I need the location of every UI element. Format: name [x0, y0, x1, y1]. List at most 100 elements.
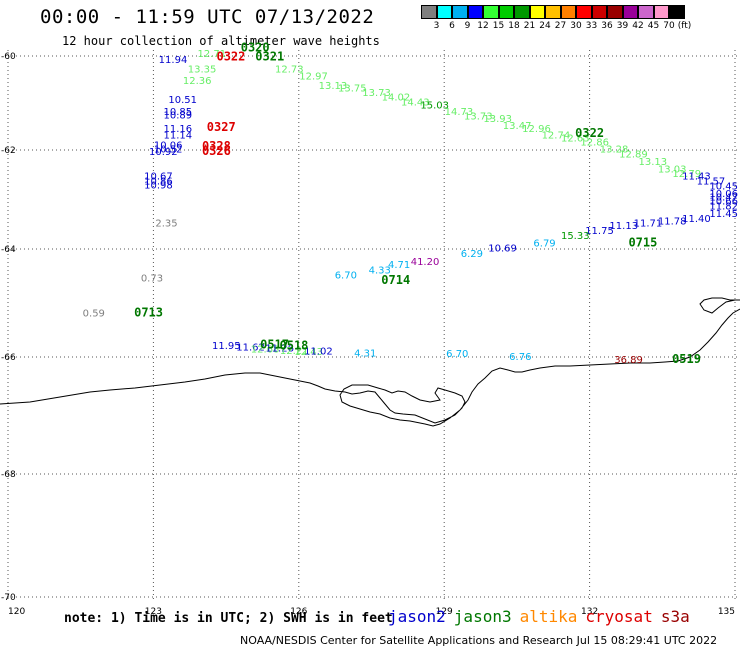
lon-tick-label: 135: [718, 607, 735, 617]
wave-height-label: 11.02: [304, 346, 333, 357]
pass-time-label: 0519: [672, 352, 701, 366]
credit-line: NOAA/NESDIS Center for Satellite Applica…: [240, 634, 718, 647]
wave-height-label: 12.89: [619, 149, 648, 160]
wave-height-label: 10.85: [164, 107, 193, 118]
pass-time-label: 0328: [202, 139, 231, 153]
wave-height-label: 10.06: [154, 141, 183, 152]
wave-height-label: 13.03: [658, 164, 687, 175]
legend-swatch: [483, 5, 499, 19]
wave-height-label: 11.95: [212, 341, 241, 352]
wave-height-label: 11.94: [159, 55, 188, 66]
legend-swatch: [591, 5, 607, 19]
wave-height-label: 14.43: [401, 97, 430, 108]
wave-height-label: 15.33: [561, 231, 590, 242]
wave-height-label: 10.92: [149, 147, 178, 158]
wave-height-label: 6.70: [446, 349, 468, 360]
wave-height-label: 12.73: [275, 64, 304, 75]
legend-label: 24: [539, 21, 551, 31]
lat-tick-label: -66: [1, 353, 16, 363]
wave-height-label: 12.96: [522, 124, 551, 135]
wave-height-label: 10.66: [709, 196, 738, 207]
legend-swatch: [421, 5, 437, 19]
legend-label: 21: [523, 21, 536, 31]
wave-height-label: 0.59: [83, 309, 105, 320]
wave-height-label: 10.98: [144, 181, 173, 192]
footer-note: note: 1) Time is in UTC; 2) SWH is in fe…: [64, 611, 393, 626]
wave-height-label: 10.47: [709, 192, 738, 203]
pass-time-label: 0322: [216, 50, 245, 64]
satellite-altika: altika: [519, 607, 578, 626]
legend-swatch: [607, 5, 623, 19]
legend-swatch: [514, 5, 530, 19]
legend-swatch: [638, 5, 654, 19]
lat-tick-label: -64: [1, 245, 16, 255]
legend-label: 15: [492, 21, 505, 31]
wave-height-label: 10.69: [488, 244, 517, 255]
legend-swatch: [545, 5, 561, 19]
pass-time-label: 0715: [628, 236, 657, 250]
wave-height-label: 11.26: [265, 344, 294, 355]
wave-height-label: 13.35: [188, 64, 217, 75]
lat-tick-label: -60: [1, 52, 16, 62]
legend-swatch: [622, 5, 638, 19]
wave-height-label: 11.13: [609, 221, 638, 232]
map-grid: [7, 50, 740, 600]
pass-time-label: 0517: [260, 337, 289, 351]
lat-tick-label: -70: [1, 593, 16, 603]
wave-height-label: 11.71: [634, 219, 663, 230]
wave-height-label: 10.52: [154, 144, 183, 155]
wave-height-label: 12.79: [672, 169, 701, 180]
wave-height-label: 10.89: [164, 111, 193, 122]
wave-height-label: 6.70: [335, 271, 357, 282]
legend-swatch: [529, 5, 545, 19]
wave-height-label: 12.74: [542, 130, 571, 141]
wave-height-label: 10.45: [709, 182, 738, 193]
pass-time-label: 0322: [575, 126, 604, 140]
wave-height-label: 11.57: [697, 177, 726, 188]
wave-height-label: 10.51: [168, 95, 197, 106]
wave-height-label: 12.21: [280, 346, 309, 357]
legend-label: 30: [570, 21, 582, 31]
legend-label: 27: [554, 21, 567, 31]
pass-time-label: 0321: [255, 50, 284, 64]
wave-height-label: 10.67: [144, 172, 173, 183]
map-title: 00:00 - 11:59 UTC 07/13/2022: [40, 6, 375, 28]
pass-time-label: 0713: [134, 306, 163, 320]
legend-swatch: [467, 5, 483, 19]
wave-height-label: 11.14: [164, 130, 193, 141]
wave-height-label: 36.89: [614, 355, 643, 366]
wave-height-label: 4.33: [369, 265, 391, 276]
wave-height-label: 41.20: [411, 257, 440, 268]
lon-tick-label: 120: [8, 607, 25, 617]
legend-label: 3: [433, 21, 440, 31]
satellite-legend: jason2 jason3 altika cryosat s3a: [388, 607, 698, 626]
wave-height-label: 11.40: [682, 214, 711, 225]
pass-time-label: 0320: [241, 40, 270, 54]
legend-label: (ft): [677, 21, 692, 31]
pass-time-label: 0518: [280, 338, 309, 352]
satellite-cryosat: cryosat: [585, 607, 653, 626]
wave-height-label: 4.71: [388, 260, 410, 271]
axis-labels: -60 -62 -64 -66 -68 -70 120 123 126 129 132 135: [1, 52, 735, 617]
pass-time-label: 0326: [202, 144, 231, 158]
wave-height-label: 13.13: [319, 81, 348, 92]
legend-label: 42: [632, 21, 644, 31]
wave-height-label: 15.03: [420, 101, 449, 112]
wave-height-label: 12.68: [251, 345, 280, 356]
wave-height-label: 13.73: [464, 111, 493, 122]
wave-height-label: 12.97: [299, 72, 328, 83]
wave-height-label: 13.75: [338, 83, 367, 94]
wave-height-label: 0.73: [141, 273, 163, 284]
wave-height-label: 12.63: [561, 134, 590, 145]
legend-label: 9: [464, 21, 471, 31]
wave-height-label: 11.45: [709, 209, 738, 220]
legend-swatch: [498, 5, 514, 19]
legend-label: 12: [477, 21, 489, 31]
legend-swatch: [560, 5, 576, 19]
map-subtitle: 12 hour collection of altimeter wave hei…: [62, 34, 380, 48]
wave-labels: 12.7111.9413.3512.3612.7312.9713.1313.75…: [83, 49, 738, 366]
wave-height-label: 12.86: [580, 137, 609, 148]
legend-label: 70: [663, 21, 675, 31]
